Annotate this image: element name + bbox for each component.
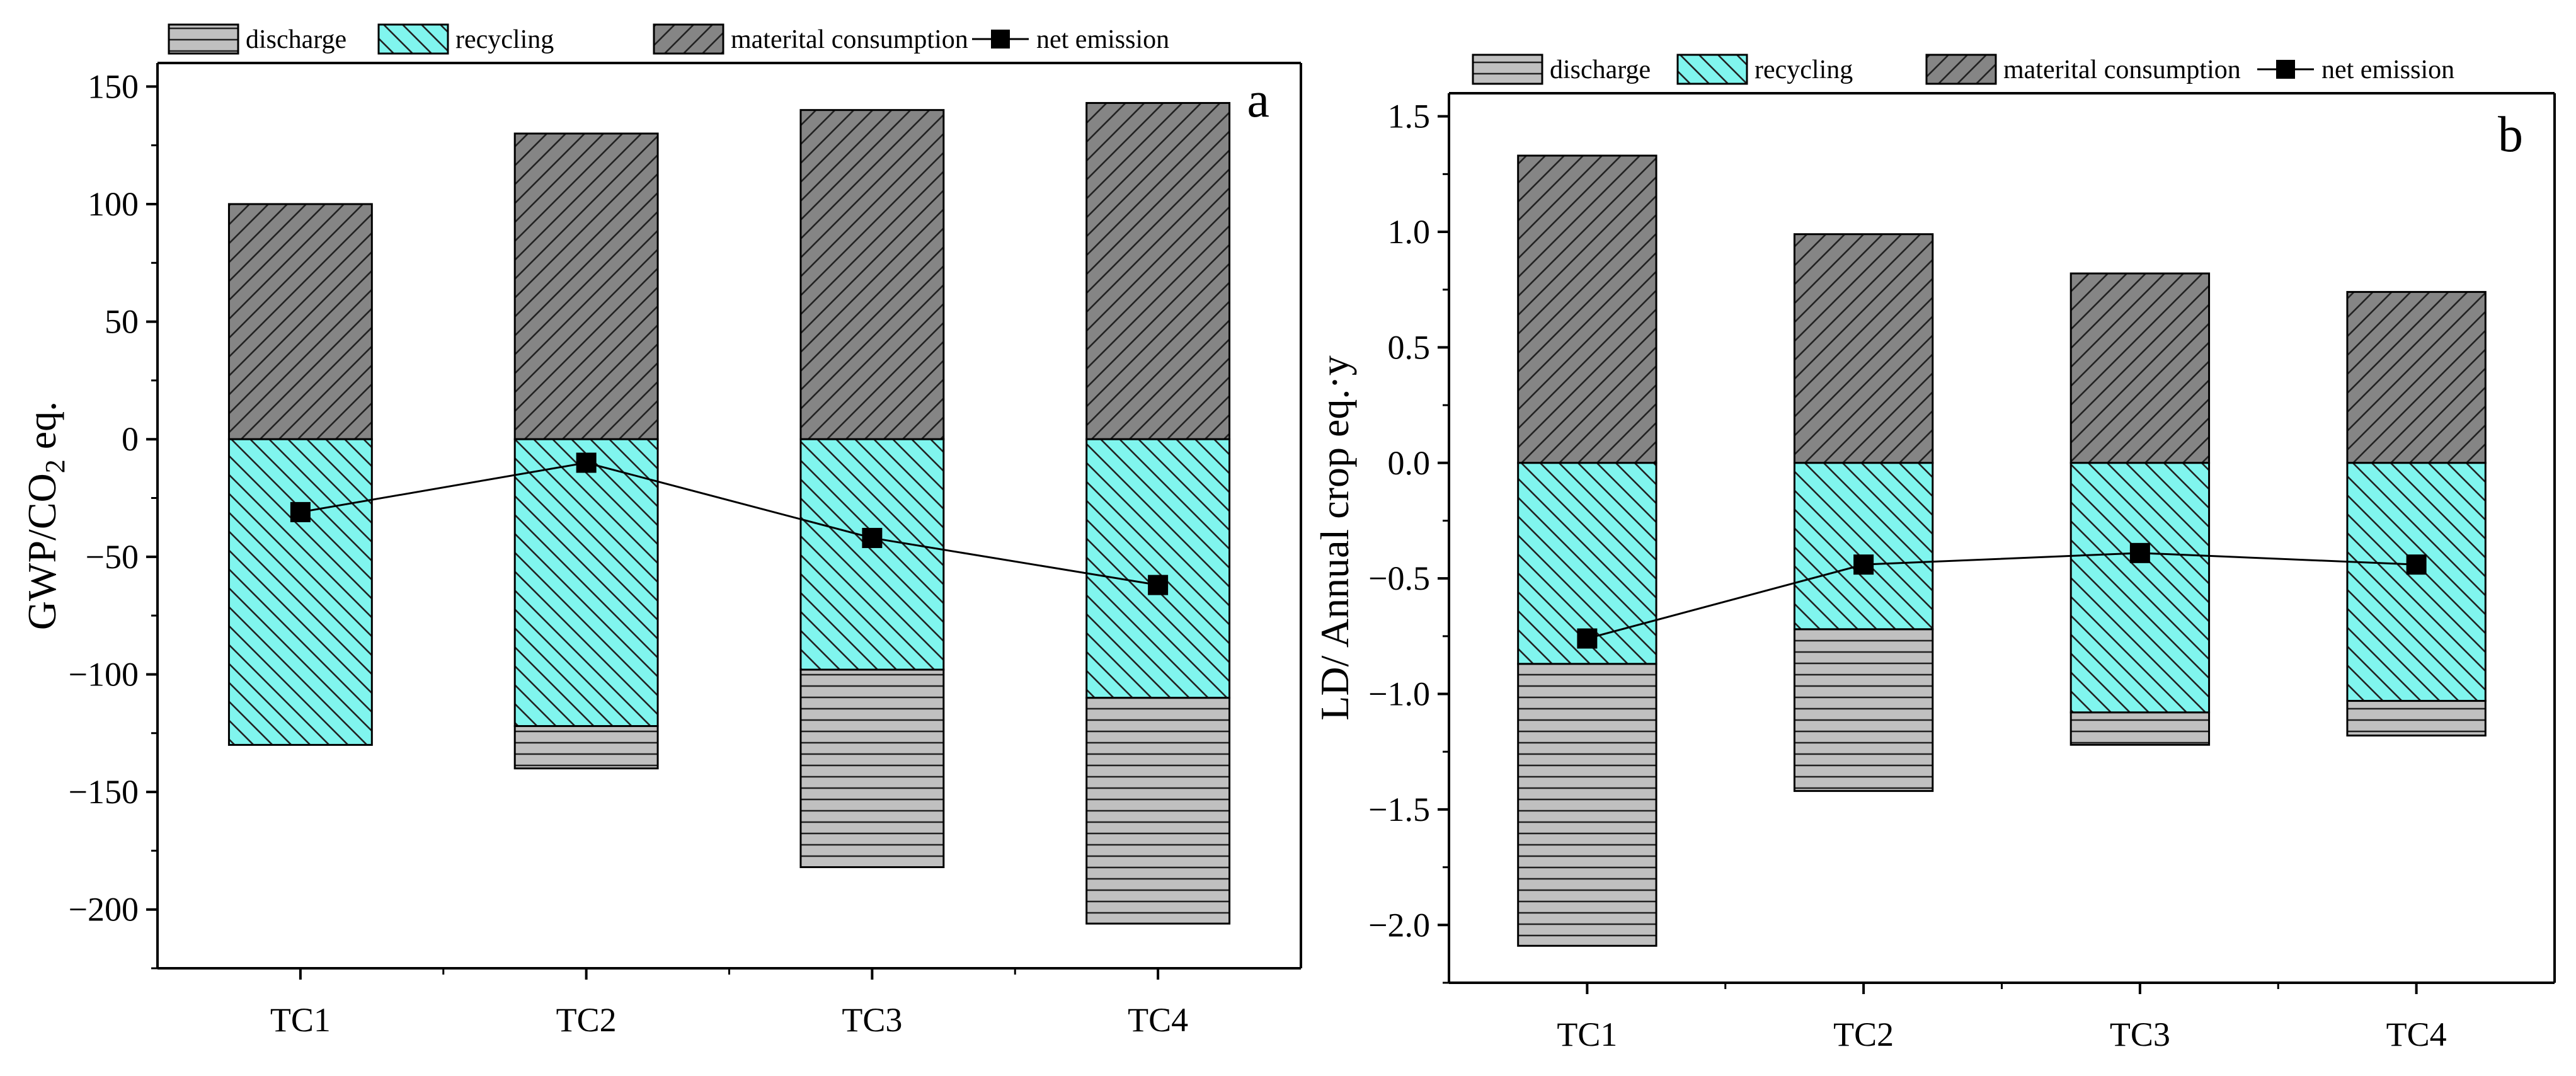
legend-swatch-recycling (377, 23, 449, 55)
legend-label-material-consumption: materital consumption (2003, 55, 2241, 84)
bar-discharge (1517, 663, 1657, 947)
y-tick-label: −0.5 (1368, 559, 1430, 597)
bar-discharge (1085, 697, 1231, 925)
y-tick-label: 0.5 (1388, 328, 1431, 366)
panel-letter: a (1247, 72, 1269, 128)
bar-material-consumption (1517, 154, 1657, 464)
bar-recycling (1793, 462, 1934, 631)
y-tick-label: 100 (88, 185, 139, 223)
y-tick-label: −150 (69, 773, 139, 811)
bar-material-consumption (1085, 101, 1231, 440)
legend-label-recycling: recycling (1755, 55, 1853, 84)
legend-label-net-emission: net emission (1036, 25, 1169, 54)
y-tick-label: 50 (105, 303, 139, 341)
bar-material-consumption (799, 109, 945, 440)
bar-recycling (2069, 462, 2211, 714)
y-tick-label: 1.5 (1388, 98, 1431, 135)
bar-material-consumption (2346, 290, 2487, 464)
net-emission-marker (290, 501, 311, 522)
bar-recycling (227, 438, 373, 746)
bar-discharge (2346, 700, 2487, 737)
x-tick-label: TC2 (1833, 1016, 1894, 1053)
x-tick-label: TC1 (270, 1001, 331, 1039)
y-axis-title: LD/ Annual crop eq.·y (1312, 355, 1357, 720)
legend: discharge recycling materital consumption n… (1472, 54, 2454, 85)
bar-material-consumption (2069, 272, 2211, 464)
legend-label-discharge: discharge (1550, 55, 1651, 84)
net-emission-line (300, 461, 1159, 587)
bar-discharge (2069, 711, 2211, 746)
x-tick-label: TC4 (1128, 1001, 1188, 1039)
net-emission-marker (1577, 628, 1598, 649)
legend-label-discharge: discharge (246, 25, 346, 54)
legend-swatch-discharge (1472, 54, 1543, 85)
bar-material-consumption (1793, 233, 1934, 464)
legend-marker-net-emission (2276, 60, 2295, 79)
legend-label-net-emission: net emission (2321, 55, 2454, 84)
x-tick-label: TC4 (2386, 1016, 2447, 1053)
legend-swatch-recycling (1676, 54, 1748, 85)
net-emission-marker (576, 452, 597, 473)
y-tick-label: −2.0 (1368, 906, 1430, 944)
bar-discharge (1793, 628, 1934, 793)
x-tick-label: TC2 (556, 1001, 617, 1039)
y-tick-label: −100 (69, 655, 139, 693)
net-emission-marker (1148, 575, 1169, 595)
bar-material-consumption (513, 132, 659, 440)
y-tick-label: −1.0 (1368, 675, 1430, 713)
y-tick-label: −50 (86, 538, 139, 576)
legend-swatch-discharge (168, 23, 239, 55)
y-tick-label: −200 (69, 891, 139, 929)
bar-recycling (513, 438, 659, 728)
bar-material-consumption (227, 203, 373, 440)
bar-recycling (1085, 438, 1231, 699)
y-tick-label: 1.0 (1388, 213, 1431, 251)
legend-swatch-material-consumption (653, 23, 724, 55)
y-tick-label: 150 (88, 67, 139, 105)
panel-a: 150 100 50 0 −50 −100 −150 −200 TC1 TC2 TC3 TC4 disc… (20, 23, 1302, 1039)
bar-discharge (799, 668, 945, 869)
net-emission-marker (2406, 554, 2427, 575)
net-emission-line (1586, 552, 2417, 639)
bar-recycling (2346, 462, 2487, 702)
y-axis-title: GWP/CO2 eq. (20, 401, 71, 630)
panel-letter: b (2498, 107, 2523, 163)
bar-discharge (513, 725, 659, 770)
y-tick-label: −1.5 (1368, 791, 1430, 828)
legend-label-recycling: recycling (455, 25, 554, 54)
legend-marker-net-emission (991, 30, 1010, 49)
x-tick-label: TC3 (2110, 1016, 2170, 1053)
net-emission-marker (2129, 542, 2150, 563)
net-emission-marker (862, 527, 883, 548)
y-tick-label: 0.0 (1388, 444, 1431, 482)
panel-b: 1.5 1.0 0.5 0.0 −0.5 −1.0 −1.5 −2.0 TC1 TC2 TC3 TC4… (1312, 54, 2556, 1053)
legend: discharge recycling materital consumption n… (168, 23, 1169, 55)
x-tick-label: TC1 (1557, 1016, 1617, 1053)
bar-recycling (799, 438, 945, 671)
net-emission-marker (1853, 554, 1874, 575)
legend-swatch-material-consumption (1925, 54, 1997, 85)
legend-label-material-consumption: materital consumption (731, 25, 968, 54)
x-tick-label: TC3 (842, 1001, 902, 1039)
y-tick-label: 0 (122, 420, 139, 458)
